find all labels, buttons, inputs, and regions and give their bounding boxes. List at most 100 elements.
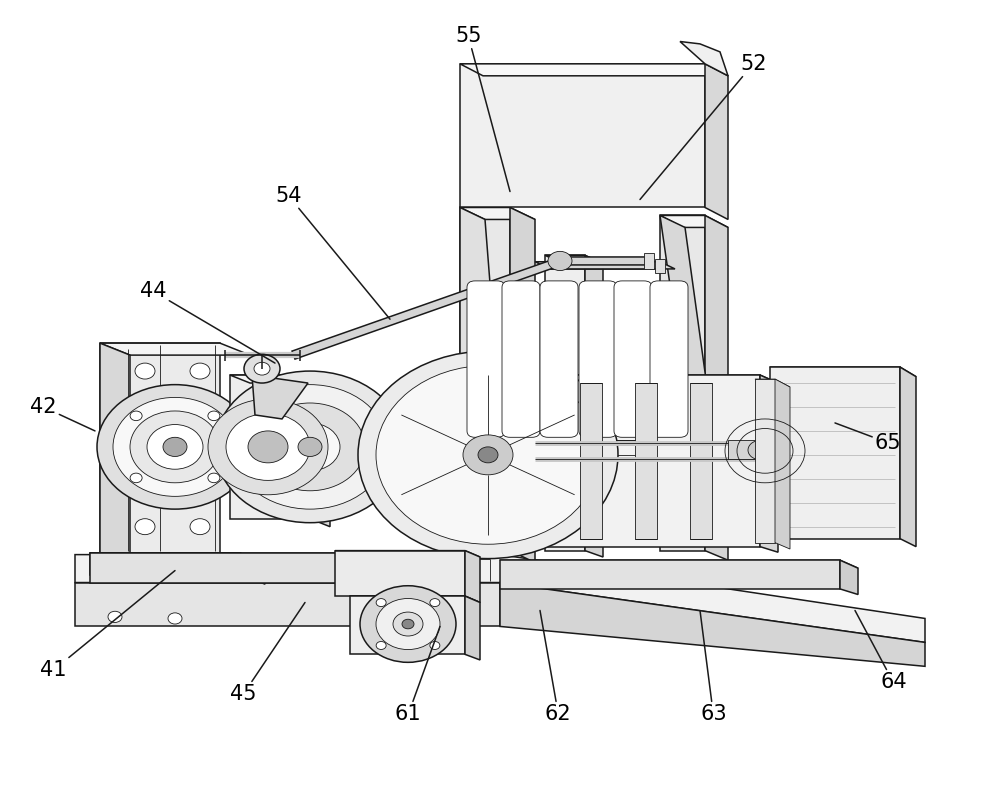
Circle shape xyxy=(97,385,253,509)
Circle shape xyxy=(130,411,220,483)
Polygon shape xyxy=(535,375,778,383)
Polygon shape xyxy=(100,343,130,564)
Circle shape xyxy=(248,431,288,463)
FancyBboxPatch shape xyxy=(614,281,652,437)
Polygon shape xyxy=(335,551,465,596)
Polygon shape xyxy=(510,207,535,563)
Polygon shape xyxy=(292,257,562,359)
Circle shape xyxy=(358,351,618,559)
Polygon shape xyxy=(680,41,728,76)
Circle shape xyxy=(232,385,388,509)
Circle shape xyxy=(223,569,237,580)
Polygon shape xyxy=(230,375,310,519)
Text: 62: 62 xyxy=(540,610,572,725)
Polygon shape xyxy=(535,375,760,547)
Polygon shape xyxy=(465,551,480,602)
Text: 54: 54 xyxy=(275,185,390,319)
Polygon shape xyxy=(545,255,585,551)
Polygon shape xyxy=(340,553,358,589)
Circle shape xyxy=(190,519,210,535)
Polygon shape xyxy=(100,343,220,553)
Circle shape xyxy=(254,362,270,375)
Text: 45: 45 xyxy=(230,602,305,705)
Polygon shape xyxy=(350,596,465,654)
Circle shape xyxy=(402,619,414,629)
Circle shape xyxy=(130,411,142,421)
Polygon shape xyxy=(500,560,840,589)
Circle shape xyxy=(548,251,572,271)
Polygon shape xyxy=(335,551,480,557)
Polygon shape xyxy=(840,560,858,595)
Bar xyxy=(644,253,654,269)
Circle shape xyxy=(135,363,155,379)
Polygon shape xyxy=(770,367,916,377)
Polygon shape xyxy=(465,596,480,660)
Polygon shape xyxy=(585,255,603,557)
Circle shape xyxy=(244,354,280,383)
Polygon shape xyxy=(705,215,728,560)
FancyBboxPatch shape xyxy=(502,281,540,437)
Circle shape xyxy=(168,613,182,624)
Polygon shape xyxy=(660,215,728,539)
Circle shape xyxy=(393,612,423,636)
Polygon shape xyxy=(100,343,250,355)
Polygon shape xyxy=(252,375,308,419)
Polygon shape xyxy=(220,440,660,445)
Text: 52: 52 xyxy=(640,53,767,200)
Text: 55: 55 xyxy=(455,26,510,192)
Circle shape xyxy=(376,598,386,606)
FancyBboxPatch shape xyxy=(650,281,688,437)
Polygon shape xyxy=(90,553,358,560)
Polygon shape xyxy=(350,596,480,602)
Polygon shape xyxy=(690,383,712,539)
Polygon shape xyxy=(460,207,510,551)
Polygon shape xyxy=(560,257,652,265)
Circle shape xyxy=(376,642,386,650)
Circle shape xyxy=(168,567,182,578)
Text: 44: 44 xyxy=(140,281,275,363)
Circle shape xyxy=(360,586,456,662)
Circle shape xyxy=(108,611,122,622)
Polygon shape xyxy=(75,583,500,626)
Polygon shape xyxy=(90,553,340,583)
Circle shape xyxy=(255,403,365,491)
Polygon shape xyxy=(535,262,675,269)
Polygon shape xyxy=(545,255,603,263)
Polygon shape xyxy=(635,383,657,539)
Circle shape xyxy=(478,447,498,463)
Text: 63: 63 xyxy=(700,610,727,725)
Polygon shape xyxy=(760,375,778,552)
Polygon shape xyxy=(755,379,775,543)
Polygon shape xyxy=(460,207,510,539)
Circle shape xyxy=(298,437,322,456)
FancyBboxPatch shape xyxy=(540,281,578,437)
Text: 41: 41 xyxy=(40,571,175,681)
Polygon shape xyxy=(755,379,790,387)
Polygon shape xyxy=(900,367,916,547)
Circle shape xyxy=(113,397,237,496)
Polygon shape xyxy=(460,207,535,219)
Polygon shape xyxy=(460,64,705,207)
Circle shape xyxy=(226,413,310,480)
Circle shape xyxy=(106,567,120,578)
FancyBboxPatch shape xyxy=(579,281,617,437)
Circle shape xyxy=(163,437,187,456)
Polygon shape xyxy=(230,375,330,383)
Text: 61: 61 xyxy=(395,626,440,725)
Polygon shape xyxy=(770,367,900,539)
Polygon shape xyxy=(660,215,705,551)
Polygon shape xyxy=(660,215,728,227)
Polygon shape xyxy=(500,560,858,568)
Circle shape xyxy=(215,371,405,523)
Circle shape xyxy=(280,423,340,471)
Text: 64: 64 xyxy=(855,610,907,693)
Polygon shape xyxy=(240,553,265,584)
Polygon shape xyxy=(580,383,602,539)
Polygon shape xyxy=(728,440,760,459)
Circle shape xyxy=(463,435,513,475)
Circle shape xyxy=(135,519,155,535)
Circle shape xyxy=(376,598,440,650)
Circle shape xyxy=(376,365,600,544)
Polygon shape xyxy=(90,553,265,563)
Circle shape xyxy=(147,425,203,469)
